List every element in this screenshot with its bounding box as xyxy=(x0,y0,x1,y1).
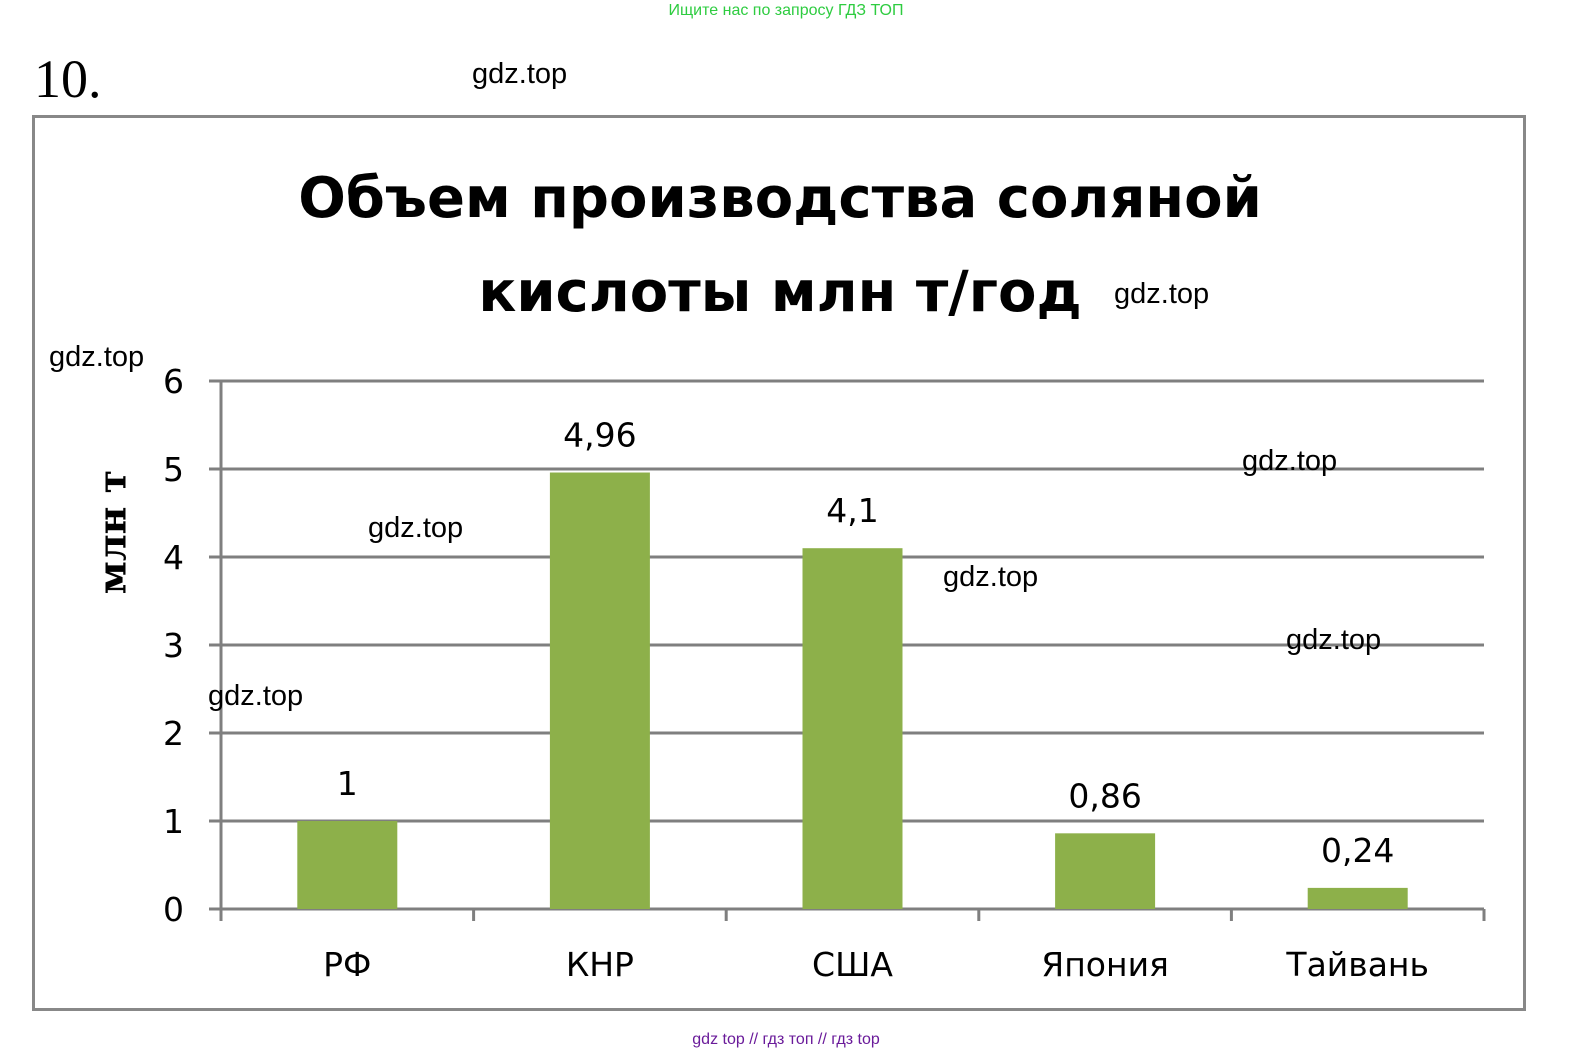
watermark: gdz.top xyxy=(1286,624,1382,656)
y-tick-label: 3 xyxy=(163,626,184,665)
task-number: 10. xyxy=(34,49,102,109)
bar-4 xyxy=(1307,887,1408,909)
watermark: gdz.top xyxy=(49,341,145,373)
x-tick-label: США xyxy=(812,945,893,984)
watermark: gdz.top xyxy=(472,58,568,90)
data-label: 1 xyxy=(337,764,358,803)
data-label: 0,86 xyxy=(1068,776,1141,815)
x-tick-label: Тайвань xyxy=(1285,945,1429,984)
watermark: gdz.top xyxy=(1114,278,1210,310)
bar-0 xyxy=(297,821,398,909)
y-tick-label: 5 xyxy=(163,450,184,489)
data-label: 4,96 xyxy=(563,416,636,455)
y-tick-label: 4 xyxy=(163,538,184,577)
watermark: gdz.top xyxy=(943,561,1039,593)
watermark: gdz.top xyxy=(368,512,464,544)
bar-1 xyxy=(549,472,650,909)
data-label: 0,24 xyxy=(1321,831,1394,870)
y-tick-label: 2 xyxy=(163,714,184,753)
watermark: gdz.top xyxy=(1242,445,1338,477)
y-tick-label: 6 xyxy=(163,362,184,401)
x-tick-label: РФ xyxy=(323,945,371,984)
x-tick-label: Япония xyxy=(1041,945,1169,984)
footer-links: gdz top // гдз топ // гдз top xyxy=(692,1031,880,1048)
x-tick-label: КНР xyxy=(566,945,634,984)
chart-title: Объем производства соляной кислоты млн т… xyxy=(240,152,1320,340)
y-tick-label: 1 xyxy=(163,802,184,841)
chart-title-line-1: Объем производства соляной xyxy=(298,166,1262,231)
data-label: 4,1 xyxy=(826,491,878,530)
bar-2 xyxy=(802,548,903,909)
y-tick-label: 0 xyxy=(163,890,184,929)
watermark: gdz.top xyxy=(208,680,304,712)
top-banner: Ищите нас по запросу ГДЗ ТОП xyxy=(668,2,904,19)
bar-3 xyxy=(1055,833,1156,909)
chart-frame xyxy=(32,115,1526,1011)
chart-title-line-2: кислоты млн т/год xyxy=(478,260,1082,325)
